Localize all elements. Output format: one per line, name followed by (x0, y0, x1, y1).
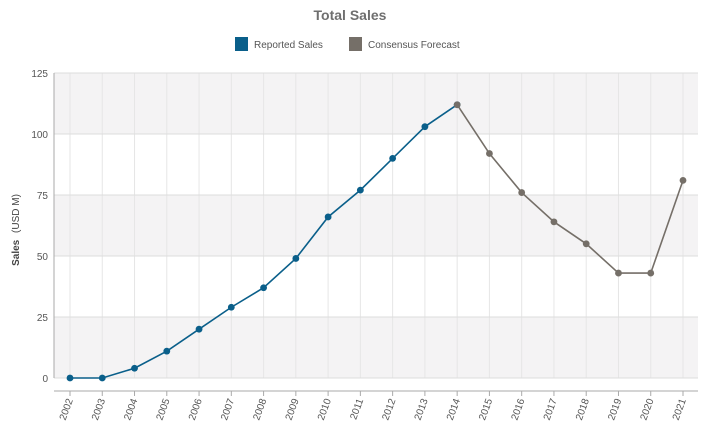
x-tick-label: 2011 (348, 397, 366, 421)
data-point (195, 325, 203, 333)
plot-band (54, 195, 698, 256)
legend-label: Consensus Forecast (368, 40, 460, 51)
data-point (679, 176, 687, 184)
legend-swatch (349, 37, 362, 51)
data-point (324, 213, 332, 221)
plot-band (54, 134, 698, 195)
y-axis-title: Sales (USD M) (11, 194, 22, 266)
y-tick-label: 75 (37, 191, 49, 202)
y-axis-title-main: Sales (11, 239, 22, 266)
x-tick-label: 2006 (187, 397, 205, 422)
plot-band (54, 73, 698, 134)
data-point (582, 240, 590, 248)
data-point (66, 374, 74, 382)
x-tick-label: 2002 (58, 397, 76, 422)
x-tick-label: 2018 (574, 397, 592, 422)
legend-label: Reported Sales (254, 40, 323, 51)
x-tick-label: 2007 (219, 397, 237, 422)
plot-background (54, 73, 698, 378)
x-tick-label: 2019 (606, 397, 624, 422)
data-point (389, 155, 397, 162)
x-tick-label: 2021 (671, 397, 689, 422)
plot-band (54, 256, 698, 317)
axes (53, 73, 698, 392)
x-tick-label: 2004 (122, 397, 140, 422)
legend: Reported Sales Consensus Forecast (235, 37, 460, 51)
chart-title: Total Sales (314, 7, 387, 23)
y-gridlines (54, 72, 698, 379)
data-point (518, 189, 526, 196)
series-line-2 (456, 104, 684, 274)
data-point (163, 347, 171, 355)
series-layer (66, 101, 687, 382)
x-tick-label: 2005 (155, 397, 173, 422)
x-tick-label: 2009 (284, 397, 302, 422)
x-tick-labels: 2002 2003 2004 2005 2006 2007 2008 2009 2010 2011… (58, 391, 689, 422)
data-point (615, 269, 622, 277)
data-point (260, 284, 267, 292)
data-point (421, 123, 429, 131)
y-tick-label: 25 (37, 313, 49, 324)
data-point (356, 186, 364, 194)
x-tick-label: 2012 (381, 397, 399, 422)
data-point (227, 303, 235, 311)
data-point (98, 374, 106, 382)
data-point (292, 255, 300, 262)
data-point (486, 150, 493, 157)
x-tick-label: 2008 (251, 397, 269, 422)
legend-swatch (235, 37, 248, 51)
x-tick-label: 2017 (542, 397, 560, 422)
x-tick-label: 2015 (477, 397, 495, 422)
y-tick-label: 125 (31, 69, 48, 80)
y-tick-label: 0 (42, 374, 48, 385)
x-tick-label: 2013 (413, 397, 431, 422)
x-tick-label: 2016 (510, 397, 528, 422)
x-tick-label: 2014 (445, 397, 463, 422)
plot-band (54, 317, 698, 378)
data-point (131, 364, 138, 372)
data-point (647, 269, 655, 277)
data-point (550, 218, 558, 226)
y-tick-label: 100 (31, 130, 48, 141)
y-axis-title-unit: (USD M) (11, 194, 22, 233)
y-tick-labels: 0 25 50 75 100 125 (31, 69, 48, 385)
y-tick-label: 50 (37, 252, 49, 263)
x-tick-label: 2010 (316, 397, 334, 422)
x-tick-label: 2020 (639, 397, 657, 422)
x-tick-label: 2003 (90, 397, 108, 422)
data-point (453, 101, 461, 109)
